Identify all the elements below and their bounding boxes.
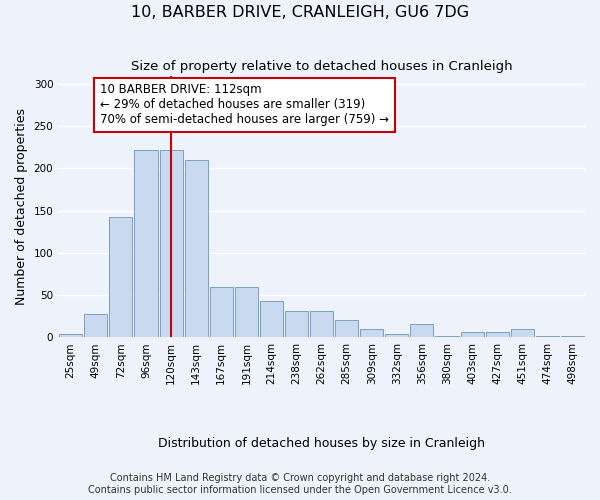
Bar bbox=[235, 286, 258, 337]
X-axis label: Distribution of detached houses by size in Cranleigh: Distribution of detached houses by size … bbox=[158, 437, 485, 450]
Bar bbox=[209, 286, 233, 337]
Bar bbox=[285, 311, 308, 337]
Bar bbox=[385, 334, 409, 337]
Bar bbox=[84, 314, 107, 337]
Bar bbox=[109, 216, 133, 337]
Bar bbox=[436, 336, 458, 337]
Bar bbox=[134, 150, 158, 337]
Bar bbox=[360, 329, 383, 337]
Text: 10, BARBER DRIVE, CRANLEIGH, GU6 7DG: 10, BARBER DRIVE, CRANLEIGH, GU6 7DG bbox=[131, 5, 469, 20]
Bar bbox=[335, 320, 358, 337]
Bar bbox=[410, 324, 433, 337]
Bar bbox=[59, 334, 82, 337]
Bar bbox=[485, 332, 509, 337]
Bar bbox=[260, 301, 283, 337]
Title: Size of property relative to detached houses in Cranleigh: Size of property relative to detached ho… bbox=[131, 60, 512, 73]
Bar bbox=[310, 311, 333, 337]
Bar bbox=[536, 336, 559, 337]
Bar bbox=[461, 332, 484, 337]
Bar bbox=[160, 150, 182, 337]
Text: Contains HM Land Registry data © Crown copyright and database right 2024.
Contai: Contains HM Land Registry data © Crown c… bbox=[88, 474, 512, 495]
Text: 10 BARBER DRIVE: 112sqm
← 29% of detached houses are smaller (319)
70% of semi-d: 10 BARBER DRIVE: 112sqm ← 29% of detache… bbox=[100, 84, 389, 126]
Bar bbox=[511, 329, 534, 337]
Bar bbox=[185, 160, 208, 337]
Bar bbox=[561, 336, 584, 337]
Y-axis label: Number of detached properties: Number of detached properties bbox=[15, 108, 28, 305]
